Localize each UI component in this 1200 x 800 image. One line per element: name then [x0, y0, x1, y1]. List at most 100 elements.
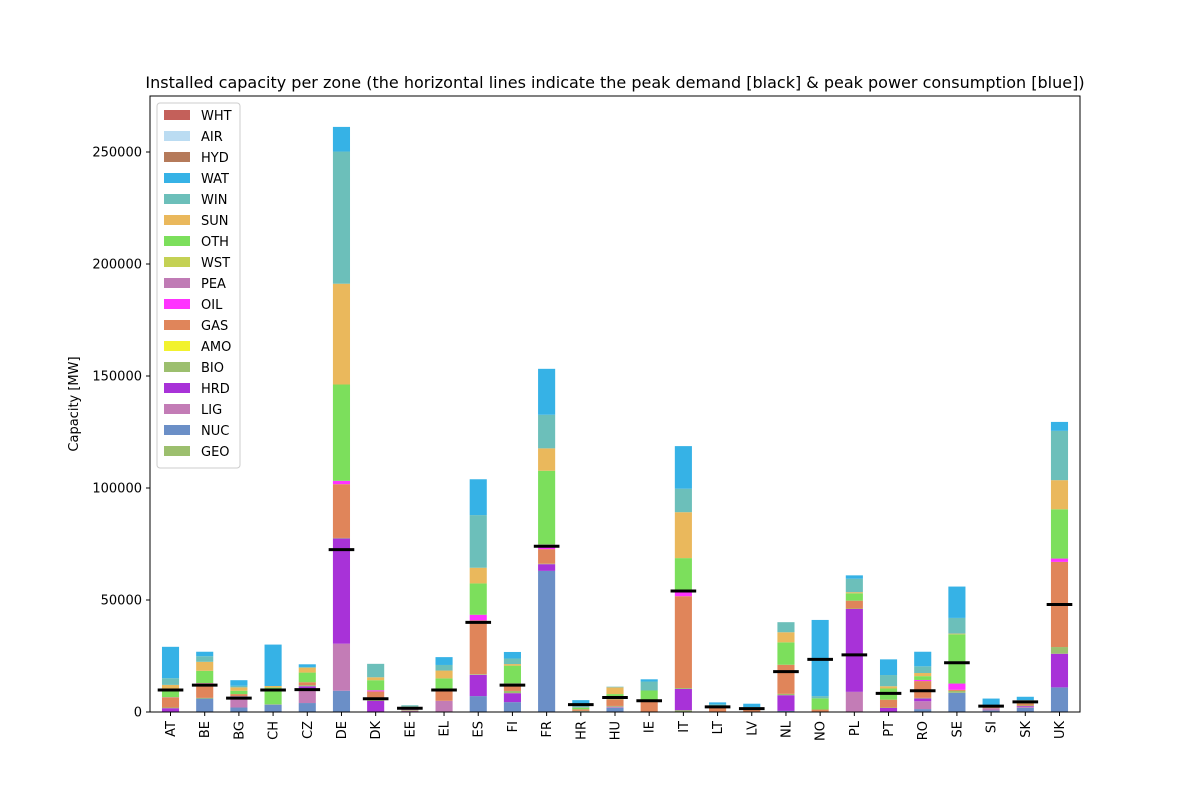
x-tick-label: BE — [198, 721, 213, 738]
x-tick-label: NO — [814, 721, 829, 741]
bar-segment-HR-WIN — [572, 706, 590, 708]
bar-segment-NO-GAS — [811, 709, 829, 712]
bar-segment-RO-HRD — [914, 698, 932, 702]
x-tick-label: PT — [882, 721, 897, 737]
bar-segment-UK-HRD — [1050, 653, 1069, 688]
bar-segment-CZ-SUN — [298, 667, 316, 673]
bar-segment-DK-GAS — [367, 691, 385, 699]
x-tick-label: HR — [574, 721, 589, 740]
bar-segment-HU-LIG — [606, 706, 624, 708]
bar-segment-AT-OTH — [161, 690, 180, 698]
bar-segment-CH-WAT — [264, 644, 282, 687]
x-tick-label: NL — [779, 720, 794, 738]
bar-segment-SK-HRD — [1016, 705, 1034, 707]
legend-swatch-GEO — [164, 446, 190, 456]
x-tick-label: DE — [335, 721, 350, 739]
legend-label-WST: WST — [201, 256, 230, 271]
bar-segment-NL-NUC — [777, 710, 795, 712]
bar-segment-DK-WIN — [367, 663, 385, 678]
bar-segment-IE-WAT — [640, 679, 658, 682]
legend-swatch-SUN — [164, 215, 190, 225]
bar-segment-DE-NUC — [332, 690, 351, 712]
bar-segment-SK-WAT — [1016, 696, 1034, 701]
bar-segment-DE-WAT — [332, 126, 351, 152]
bar-segment-IT-OIL — [674, 591, 692, 597]
legend-label-OTH: OTH — [201, 235, 229, 250]
x-tick-label: LV — [745, 721, 760, 736]
bar-segment-BE-OTH — [196, 670, 214, 684]
bar-segment-BE-GAS — [196, 683, 214, 698]
bars-layer — [161, 126, 1069, 712]
bar-segment-FI-WAT — [503, 651, 521, 659]
bar-segment-HU-WIN — [606, 686, 624, 688]
x-tick-label: EL — [438, 720, 453, 736]
legend-label-LIG: LIG — [201, 403, 222, 418]
bar-segment-BG-OTH — [230, 690, 248, 695]
bar-segment-ES-SUN — [469, 567, 487, 584]
bar-segment-DE-SUN — [332, 283, 351, 385]
bar-segment-SE-BIO — [948, 690, 966, 693]
bar-segment-CH-OTH — [264, 687, 282, 705]
legend: WHT AIR HYD WAT WIN SUN OTH WST PEA OIL GAS AMO BIO H… — [156, 102, 241, 469]
bar-segment-PT-WAT — [879, 659, 898, 676]
x-tick-label: SE — [950, 721, 965, 737]
legend-swatch-HYD — [164, 152, 190, 162]
bar-segment-DE-OTH — [332, 384, 351, 481]
x-tick-label: PL — [848, 720, 863, 736]
bar-segment-DE-GAS — [332, 484, 351, 538]
legend-label-WAT: WAT — [201, 172, 229, 187]
bar-segment-NL-HRD — [777, 695, 795, 711]
bar-segment-CZ-WIN — [298, 666, 316, 668]
bar-segment-CZ-HRD — [298, 686, 316, 690]
x-tick-label: FR — [540, 721, 555, 738]
x-tick-label: AT — [164, 721, 179, 737]
bar-segment-NO-WIN — [811, 696, 829, 699]
x-tick-label: IT — [677, 721, 692, 733]
bar-segment-DE-WIN — [332, 151, 351, 284]
bar-segment-PL-OTH — [845, 593, 863, 601]
bar-segment-LT-WIN — [709, 704, 727, 706]
legend-label-WIN: WIN — [201, 193, 227, 208]
x-tick-label: BG — [232, 721, 247, 740]
bar-segment-IT-GEO — [674, 710, 692, 712]
bar-segment-IT-WIN — [674, 488, 692, 513]
x-tick-label: EE — [403, 721, 418, 737]
bar-segment-SE-OIL — [948, 683, 966, 690]
bar-segment-ES-NUC — [469, 696, 487, 712]
y-tick-label: 50000 — [101, 594, 142, 609]
bar-segment-FR-HRD — [538, 564, 556, 571]
bar-segment-UK-WIN — [1050, 430, 1069, 481]
legend-swatch-NUC — [164, 425, 190, 435]
bar-segment-AT-WIN — [161, 678, 180, 685]
bar-segment-UK-WAT — [1050, 421, 1069, 431]
bar-segment-SE-WAT — [948, 586, 966, 618]
bar-segment-BE-WAT — [196, 651, 214, 657]
y-tick-label: 200000 — [92, 258, 142, 273]
bar-segment-EE-LIG — [401, 710, 419, 712]
bar-segment-HR-GAS — [572, 709, 590, 711]
legend-swatch-LIG — [164, 404, 190, 414]
y-axis-label: Capacity [MW] — [67, 356, 82, 451]
bar-segment-BE-NUC — [196, 698, 214, 712]
bar-segment-EE-WIN — [401, 705, 419, 707]
bar-segment-FR-NUC — [538, 570, 556, 712]
bar-segment-FR-WIN — [538, 414, 556, 449]
bar-segment-RO-OIL — [914, 679, 932, 682]
bar-segment-PL-LIG — [845, 691, 863, 712]
bar-segment-SI-GAS — [982, 707, 1000, 709]
legend-swatch-PEA — [164, 278, 190, 288]
bar-segment-EL-GAS — [435, 689, 453, 701]
bar-segment-PL-WIN — [845, 578, 863, 593]
legend-label-HRD: HRD — [201, 382, 230, 397]
bar-segment-PT-SUN — [879, 686, 898, 689]
bar-segment-EL-SUN — [435, 670, 453, 679]
bar-segment-DE-OIL — [332, 480, 351, 485]
bar-segment-AT-SUN — [161, 684, 180, 691]
bar-segment-SK-NUC — [1016, 707, 1034, 712]
bar-segment-BG-WAT — [230, 680, 248, 686]
legend-label-BIO: BIO — [201, 361, 224, 376]
legend-label-GEO: GEO — [201, 445, 230, 460]
bar-segment-PT-GAS — [879, 699, 898, 708]
x-tick-label: SK — [1019, 721, 1034, 738]
